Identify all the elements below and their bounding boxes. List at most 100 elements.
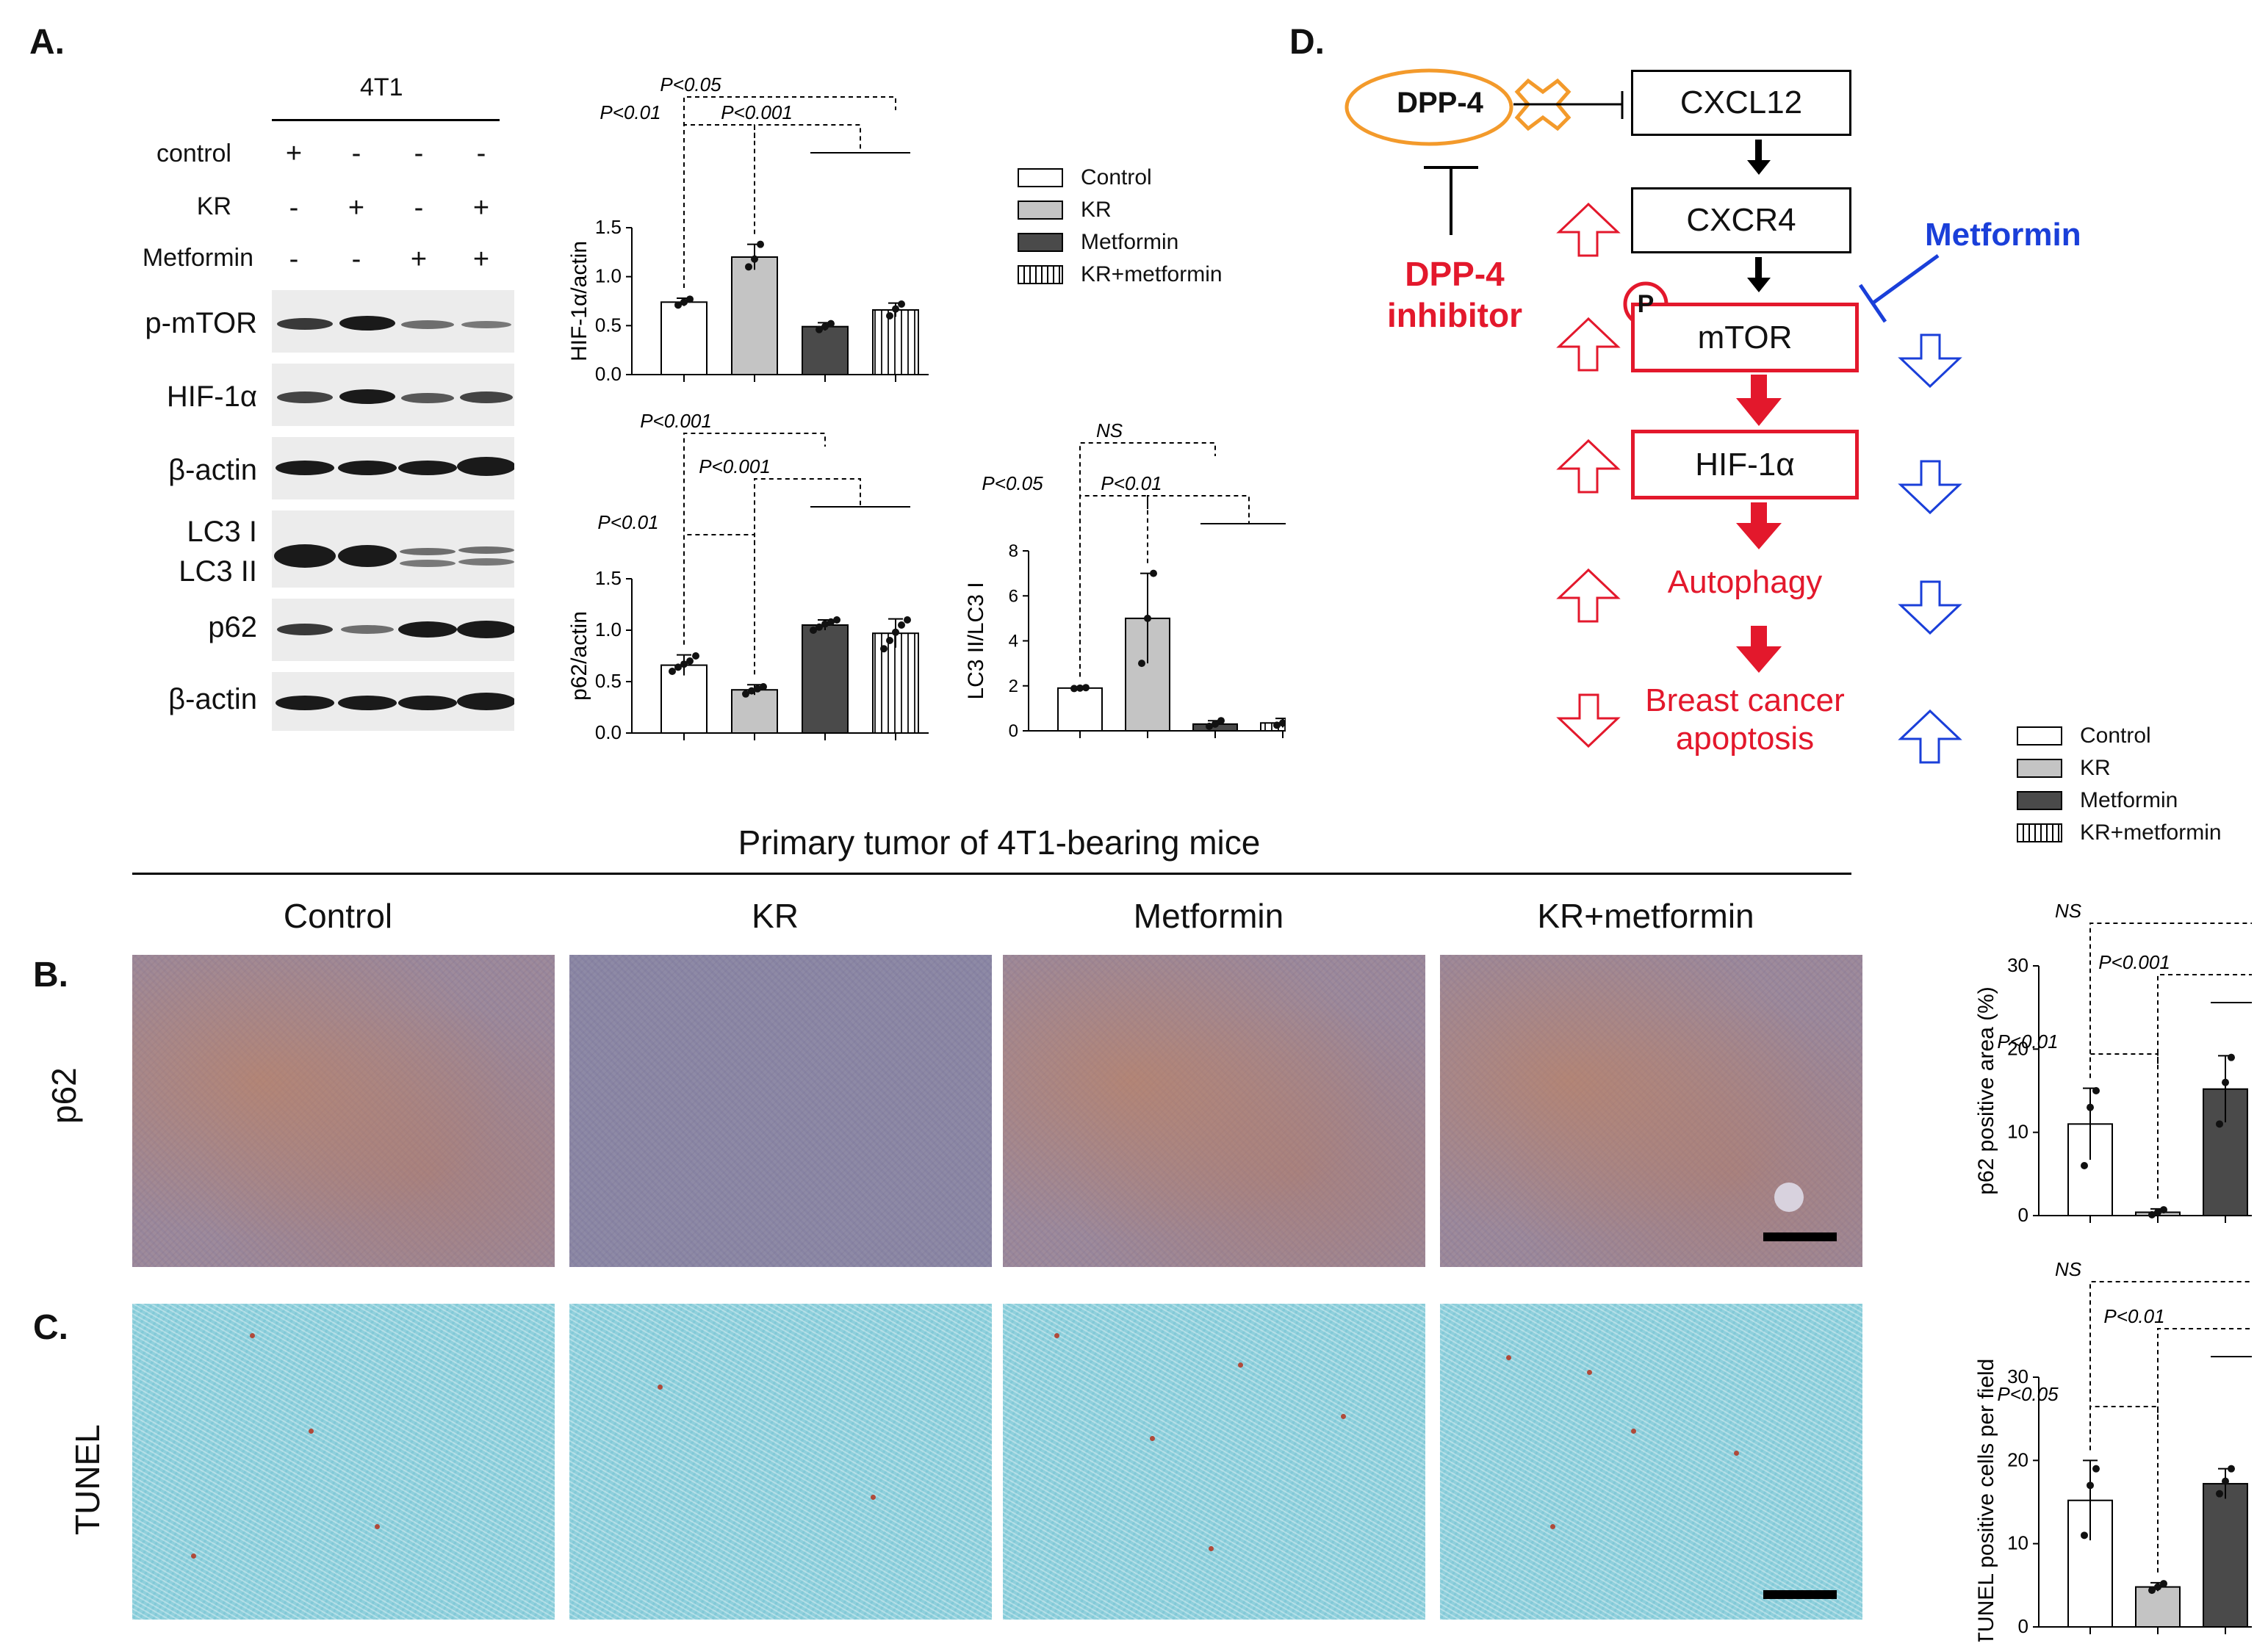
legend-swatch <box>1018 265 1063 284</box>
data-point <box>680 660 688 668</box>
y-tick-label: 4 <box>1009 632 1018 651</box>
legend-label: KR+metformin <box>1081 262 1223 286</box>
data-point <box>821 620 829 628</box>
sign: - <box>351 244 361 275</box>
tunel-image-metformin <box>1003 1304 1425 1620</box>
data-point <box>816 325 823 333</box>
column-title: KR+metformin <box>1537 897 1754 935</box>
data-point <box>757 240 764 248</box>
significance-bracket <box>2089 1053 2159 1078</box>
significance-bracket <box>2089 923 2252 1078</box>
apoptotic-cell <box>309 1429 314 1434</box>
data-point <box>2081 1531 2088 1539</box>
data-point <box>2092 1087 2100 1094</box>
data-point <box>2222 1078 2229 1086</box>
legend-label: KR <box>2080 756 2111 780</box>
apoptotic-cell <box>1550 1524 1555 1529</box>
data-point <box>674 301 682 309</box>
legend-swatch <box>1018 168 1063 187</box>
blot-label-p62: p62 <box>208 611 257 643</box>
significance-label: P<0.01 <box>600 101 660 123</box>
y-tick-label: 10 <box>2007 1532 2028 1554</box>
significance-label: P<0.001 <box>640 411 712 432</box>
data-point <box>892 628 899 636</box>
legend-right: Control KR Metformin KR+metformin <box>2017 723 2222 845</box>
significance-bracket <box>754 124 861 234</box>
cxcr4-box: CXCR4 <box>1631 187 1851 253</box>
panel-label-c: C. <box>33 1308 68 1347</box>
cxcl12-box: CXCL12 <box>1631 70 1851 136</box>
legend-item: KR <box>2017 756 2222 781</box>
apoptotic-cell <box>1341 1414 1346 1419</box>
significance-label: P<0.001 <box>721 101 793 123</box>
bar <box>731 689 778 734</box>
legend-item: KR+metformin <box>2017 820 2222 845</box>
cell-line-label: 4T1 <box>360 73 403 101</box>
dpp4-inhibitor-line2: inhibitor <box>1387 296 1522 334</box>
data-point <box>1206 722 1213 730</box>
blot-label-hif: HIF-1α <box>166 380 257 413</box>
y-axis-label: LC3 II/LC3 I <box>964 582 988 699</box>
y-tick-label: 30 <box>2007 954 2028 976</box>
bar <box>802 624 849 734</box>
bar <box>872 309 919 375</box>
condition-kr-label: KR <box>196 192 231 220</box>
legend-label: Control <box>2080 723 2151 748</box>
y-tick-label: 0.5 <box>595 314 622 336</box>
apoptotic-cell <box>1506 1355 1511 1360</box>
blot-label-actin1: β-actin <box>168 454 257 486</box>
legend-label: Metformin <box>2080 788 2178 812</box>
data-point <box>669 668 676 675</box>
y-tick-label: 1.5 <box>595 567 622 589</box>
p62-image-control <box>132 955 555 1267</box>
sign: + <box>472 192 490 223</box>
blot-label-lc3i: LC3 I <box>187 516 257 548</box>
data-point <box>2160 1206 2167 1214</box>
panel-label-d: D. <box>1289 23 1325 62</box>
scale-bar <box>1763 1232 1837 1241</box>
data-point <box>1070 685 1078 693</box>
apoptotic-cell <box>250 1333 255 1338</box>
tunel-image-kr-metformin <box>1440 1304 1862 1620</box>
data-point <box>2148 1587 2156 1595</box>
y-tick-label: 1.0 <box>595 265 622 287</box>
tunel-image-kr <box>569 1304 992 1620</box>
data-point <box>2216 1120 2223 1128</box>
dpp4-inhibitor-line1: DPP-4 <box>1405 255 1505 293</box>
data-point <box>1285 717 1286 722</box>
apoptotic-cell <box>191 1553 196 1559</box>
data-point <box>1144 614 1151 622</box>
bar <box>660 301 708 376</box>
y-tick-label: 0.0 <box>595 363 622 385</box>
data-point <box>898 621 905 629</box>
section-divider <box>132 873 1851 875</box>
data-point <box>1273 721 1281 729</box>
significance-bracket <box>683 534 755 645</box>
mtor-box: mTOR <box>1631 303 1859 372</box>
data-point <box>1217 717 1225 725</box>
bar <box>2203 1483 2248 1628</box>
significance-label: P<0.001 <box>699 455 771 477</box>
legend-item: KR+metformin <box>1018 262 1223 287</box>
data-point <box>1082 684 1090 692</box>
dpp4-inhibitor-label: DPP-4 inhibitor <box>1367 253 1543 336</box>
y-tick-label: 0.5 <box>595 670 622 692</box>
data-point <box>904 616 911 624</box>
data-point <box>751 255 758 263</box>
sign: - <box>414 192 424 223</box>
row-label-p62: p62 <box>45 1067 83 1124</box>
p62-image-kr-metformin <box>1440 955 1862 1267</box>
sign: - <box>289 192 299 223</box>
significance-bracket <box>2089 1281 2252 1451</box>
section-title: Primary tumor of 4T1-bearing mice <box>738 823 1261 862</box>
legend-swatch <box>1018 233 1063 252</box>
panel-label-b: B. <box>33 956 68 995</box>
data-point <box>816 623 823 631</box>
apoptosis-line1: Breast cancer <box>1645 682 1845 718</box>
legend-swatch <box>2017 759 2062 778</box>
p62-image-kr <box>569 955 992 1267</box>
data-point <box>2160 1580 2167 1588</box>
data-point <box>2228 1465 2235 1473</box>
y-tick-label: 0.0 <box>595 721 622 743</box>
